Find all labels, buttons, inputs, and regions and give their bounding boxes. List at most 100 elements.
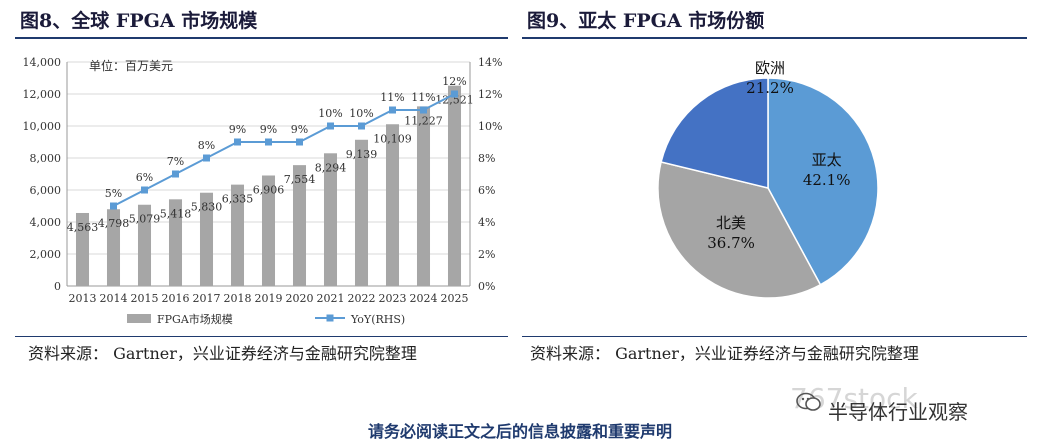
yoy-point [203, 154, 210, 162]
y2-tick-label: 8% [478, 152, 495, 165]
legend-bar-swatch [127, 314, 151, 323]
yoy-point [296, 138, 303, 146]
y-tick-label: 10,000 [23, 120, 62, 133]
bar-value-label: 6,335 [222, 193, 254, 206]
yoy-value-label: 9% [260, 123, 277, 136]
bar [75, 212, 90, 286]
bar [106, 209, 121, 286]
y-tick-label: 4,000 [30, 216, 62, 229]
bar [447, 85, 462, 286]
x-tick-label: 2025 [441, 292, 469, 305]
title-rule-left [15, 37, 508, 39]
yoy-point [358, 122, 365, 130]
y-tick-label: 12,000 [23, 88, 62, 101]
x-tick-label: 2024 [410, 292, 438, 305]
yoy-value-label: 9% [291, 123, 308, 136]
yoy-value-label: 7% [167, 155, 184, 168]
yoy-value-label: 12% [442, 75, 466, 88]
x-tick-label: 2016 [162, 292, 190, 305]
x-tick-label: 2014 [100, 292, 128, 305]
y2-tick-label: 12% [478, 88, 502, 101]
source-rule-right [522, 336, 1027, 337]
x-tick-label: 2023 [379, 292, 407, 305]
y-tick-label: 8,000 [30, 152, 62, 165]
left-source-note: 资料来源： Gartner，兴业证券经济与金融研究院整理 [28, 344, 417, 363]
legend-line-marker [326, 314, 334, 322]
pie-slice [657, 161, 822, 299]
left-figure-title: 图8、全球 FPGA 市场规模 [20, 10, 258, 32]
bar [416, 106, 431, 286]
bar [323, 153, 338, 286]
yoy-point [110, 202, 117, 210]
bar-value-label: 8,294 [315, 161, 347, 174]
pie-value-label: 36.7% [707, 234, 755, 252]
bar [292, 165, 307, 286]
x-tick-label: 2015 [131, 292, 159, 305]
yoy-point [389, 106, 396, 114]
x-tick-label: 2013 [69, 292, 97, 305]
yoy-value-label: 9% [229, 123, 246, 136]
bar-value-label: 11,227 [404, 114, 443, 127]
pie-slice [767, 77, 879, 286]
yoy-value-label: 11% [411, 91, 435, 104]
pie-label: 北美 [716, 214, 746, 232]
y2-tick-label: 6% [478, 184, 495, 197]
bar-value-label: 4,798 [98, 217, 130, 230]
bar [354, 139, 369, 286]
y-tick-label: 6,000 [30, 184, 62, 197]
y2-tick-label: 4% [478, 216, 495, 229]
pie-slice [660, 77, 769, 189]
legend-line-label: YoY(RHS) [350, 313, 405, 326]
y-tick-label: 14,000 [23, 56, 62, 69]
yoy-value-label: 10% [318, 107, 342, 120]
watermark-account: 半导体行业观察 [828, 400, 968, 424]
yoy-point [451, 90, 458, 98]
bar [137, 204, 152, 286]
right-figure-title: 图9、亚太 FPGA 市场份额 [527, 10, 765, 32]
yoy-value-label: 5% [105, 187, 122, 200]
market-size-chart: 0 2,000 4,000 6,000 8,000 10,000 12,000 14,000 0… [23, 56, 503, 326]
bar-value-label: 4,563 [67, 221, 99, 234]
x-tick-label: 2020 [286, 292, 314, 305]
asia-pacific-share-pie: 亚太 42.1% 北美 36.7% 欧洲 21.2% [657, 59, 879, 299]
pie-value-label: 42.1% [803, 171, 851, 189]
y-tick-label: 2,000 [30, 248, 62, 261]
yoy-point [327, 122, 334, 130]
yoy-value-label: 11% [380, 91, 404, 104]
y2-tick-label: 14% [478, 56, 502, 69]
yoy-point [141, 186, 148, 194]
x-tick-label: 2021 [317, 292, 345, 305]
x-tick-label: 2022 [348, 292, 376, 305]
legend-bar-label: FPGA市场规模 [157, 312, 233, 326]
y-tick-label: 0 [54, 280, 61, 293]
yoy-value-label: 8% [198, 139, 215, 152]
y2-tick-label: 2% [478, 248, 495, 261]
pie-value-label: 21.2% [746, 79, 794, 97]
x-tick-label: 2017 [193, 292, 221, 305]
right-source-note: 资料来源： Gartner，兴业证券经济与金融研究院整理 [530, 344, 919, 363]
yoy-point [234, 138, 241, 146]
bar-value-label: 12,521 [435, 94, 474, 107]
x-tick-label: 2018 [224, 292, 252, 305]
yoy-point [265, 138, 272, 146]
bar-value-label: 9,139 [346, 148, 378, 161]
bar-value-label: 10,109 [373, 132, 412, 145]
pie-label: 亚太 [812, 151, 842, 169]
bar [230, 184, 245, 286]
bar-value-label: 5,418 [160, 207, 192, 220]
yoy-point [172, 170, 179, 178]
bar [199, 192, 214, 286]
bar-value-label: 7,554 [284, 173, 316, 186]
wechat-icon [796, 392, 821, 411]
bar [385, 124, 400, 286]
footer-disclaimer: 请务必阅读正文之后的信息披露和重要声明 [367, 422, 672, 441]
pie-label: 欧洲 [755, 59, 785, 77]
y2-tick-label: 10% [478, 120, 502, 133]
source-rule-left [15, 336, 508, 337]
yoy-point [420, 106, 427, 114]
bar [261, 175, 276, 286]
x-tick-label: 2019 [255, 292, 283, 305]
unit-note: 单位：百万美元 [89, 58, 173, 73]
bar [168, 199, 183, 286]
yoy-line [113, 93, 455, 207]
